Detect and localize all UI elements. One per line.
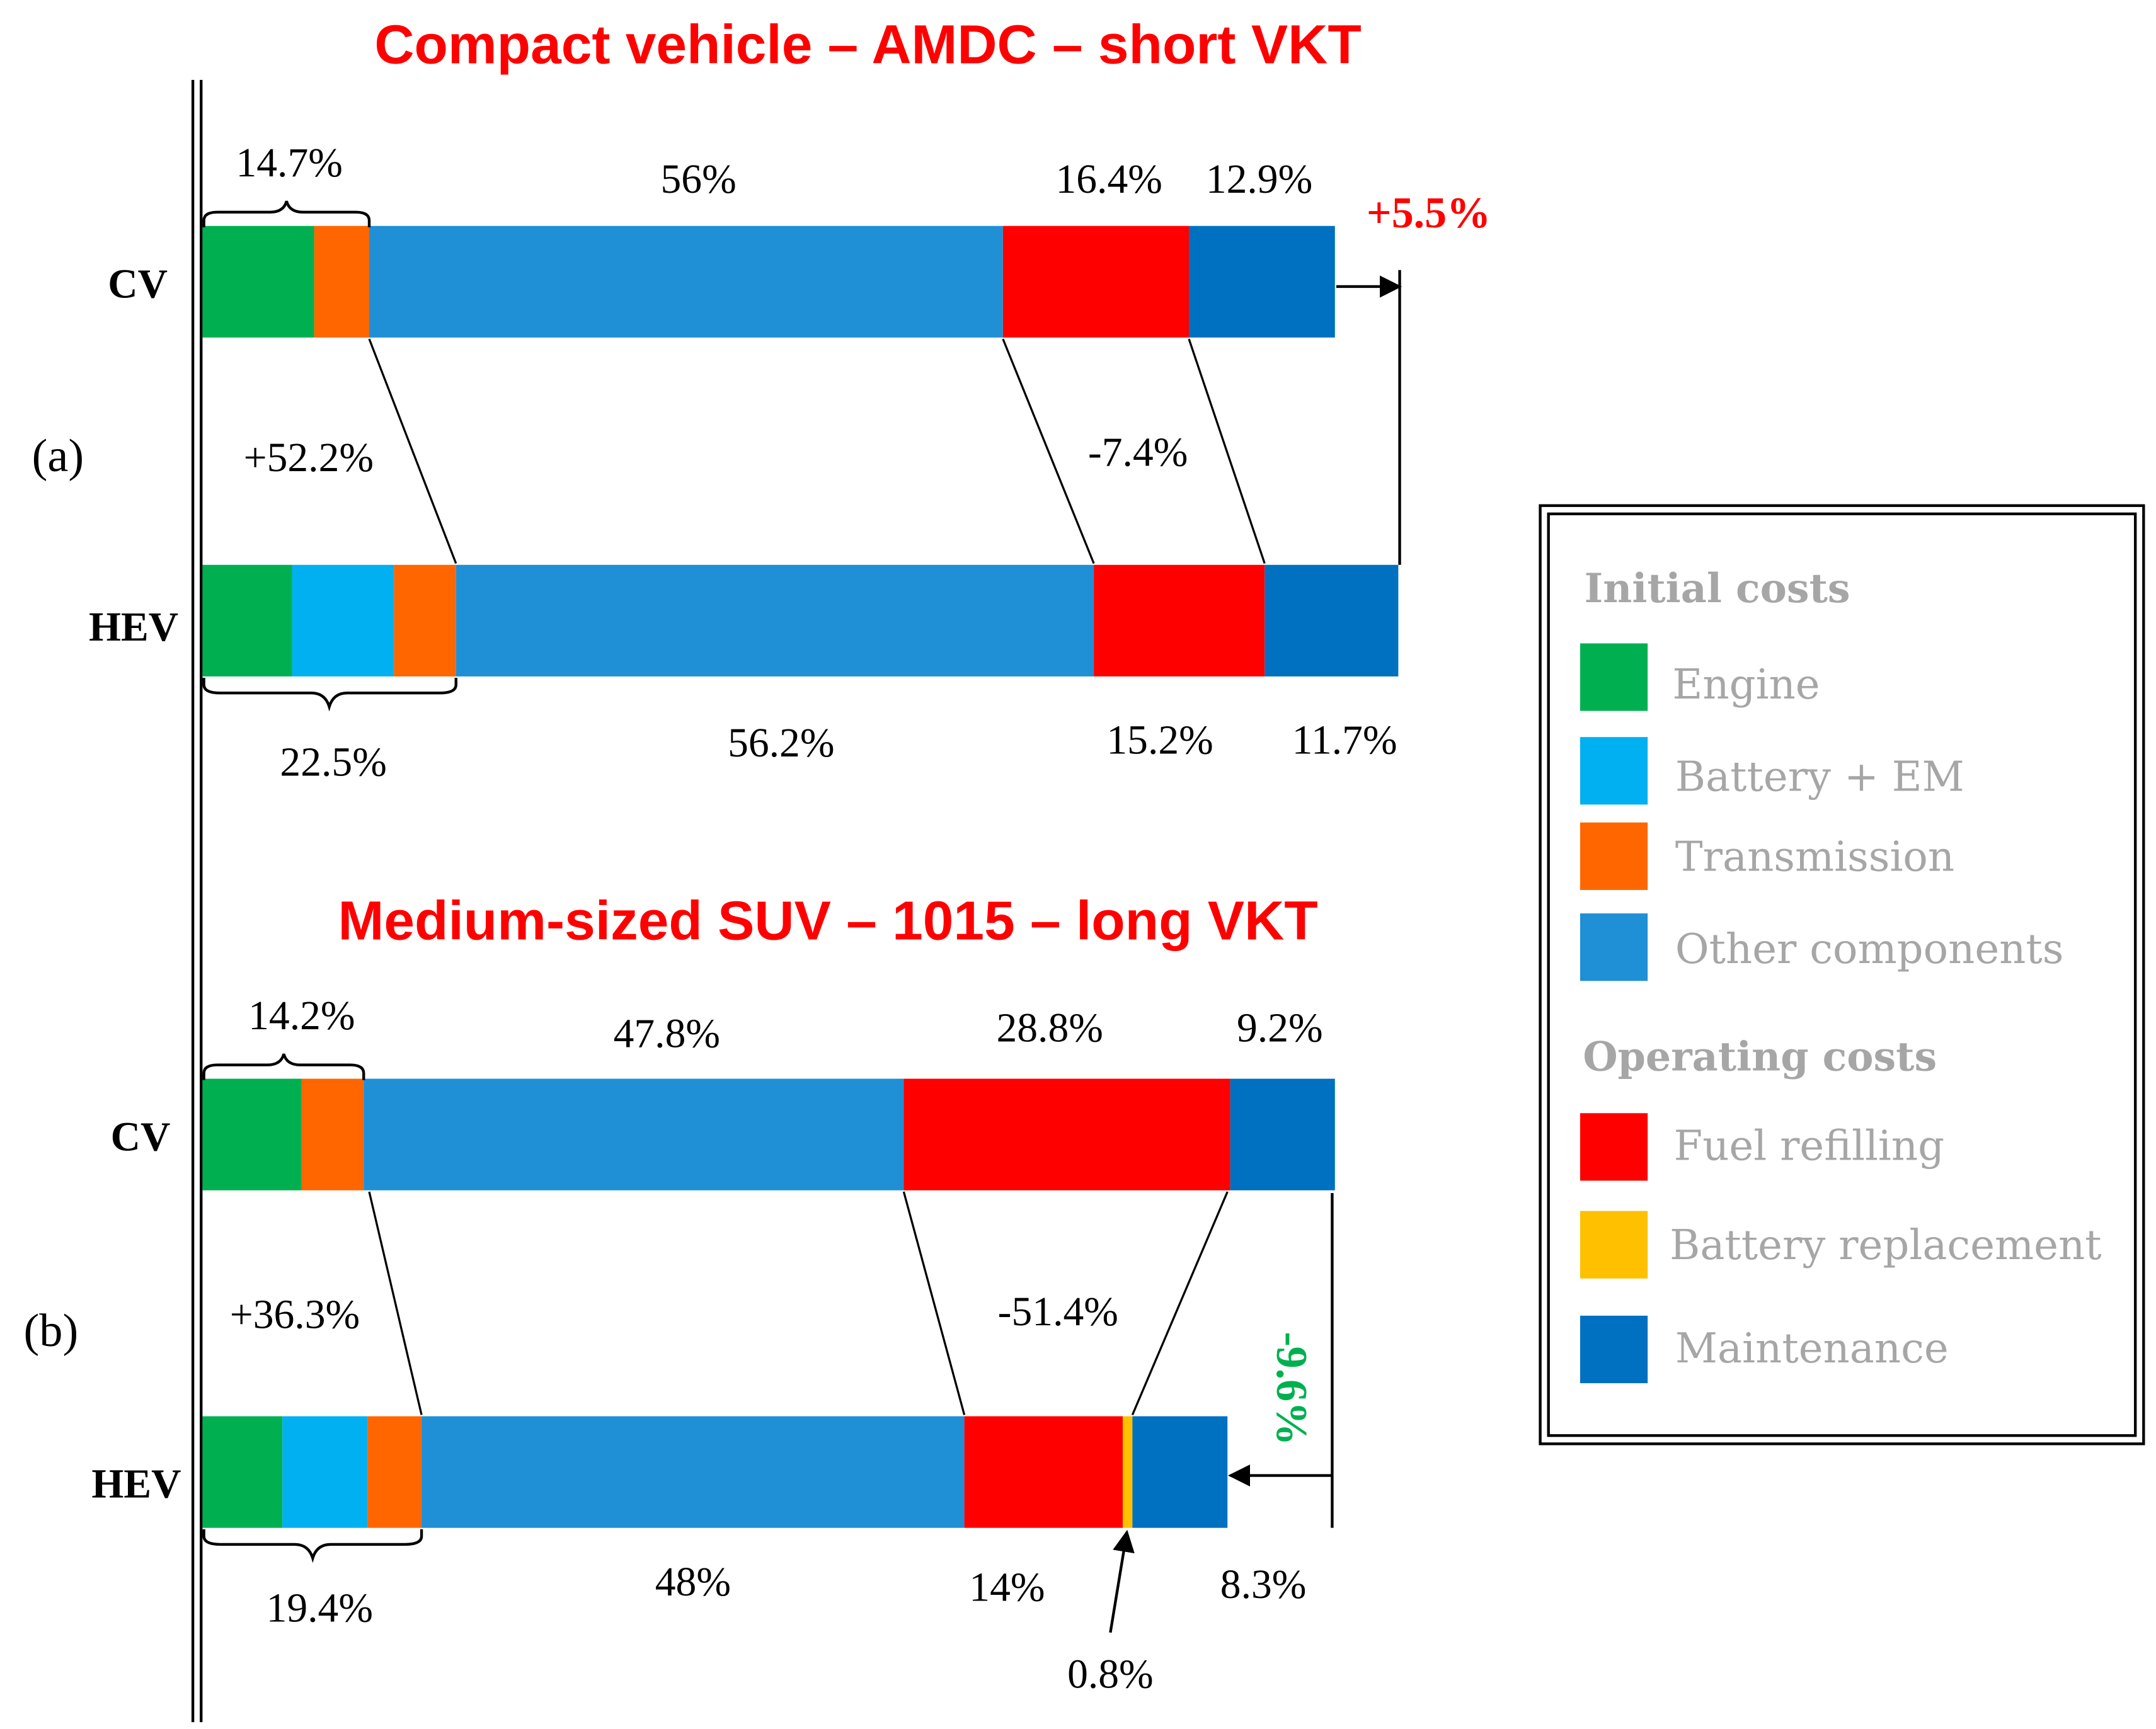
legend-label-engine: Engine	[1673, 661, 1820, 709]
panel-a-initial-change-label: +52.2%	[244, 435, 374, 481]
panel-a-cv-fuel-label: 16.4%	[1055, 157, 1162, 202]
panel-a-cv-maintenance-label: 12.9%	[1206, 157, 1312, 202]
panel-a-cv-engine-segment	[202, 225, 314, 338]
panel-b-cv-other-segment	[364, 1078, 904, 1190]
panel-b-title: Medium-sized SUV – 1015 – long VKT	[338, 890, 1318, 952]
panel-b-hev-transmission-segment	[367, 1416, 422, 1528]
panel-b-hev-initial-brace	[202, 1529, 423, 1563]
legend-label-maintenance: Maintenance	[1675, 1325, 1949, 1372]
legend-frame-inner	[1547, 512, 2137, 1437]
panel-a-hev-transmission-segment	[394, 564, 456, 676]
panel-a-hev-initial-brace	[202, 678, 457, 712]
panel-a-hev-fuel-segment	[1094, 564, 1265, 676]
legend-swatch-battery-em	[1580, 737, 1648, 805]
panel-b-cv-maintenance-label: 9.2%	[1237, 1006, 1323, 1051]
panel-a-fuel-left-connector	[1002, 338, 1095, 564]
legend-label-other-components: Other components	[1675, 925, 2064, 973]
legend-swatch-engine	[1580, 643, 1648, 711]
panel-b-cv-transmission-segment	[301, 1078, 364, 1190]
panel-a-title: Compact vehicle – AMDC – short VKT	[374, 14, 1361, 76]
panel-b-hev-fuel-label: 14%	[969, 1565, 1045, 1611]
legend-swatch-fuel-refilling	[1580, 1113, 1648, 1181]
panel-b-cv-initial-brace	[202, 1053, 365, 1080]
legend-swatch-maintenance	[1580, 1315, 1648, 1383]
panel-b-fuel-left-connector	[902, 1191, 966, 1415]
panel-a-hev-fuel-label: 15.2%	[1106, 717, 1213, 763]
panel-a-fuel-change-label: -7.4%	[1088, 430, 1188, 475]
panel-b-cv-row-label: CV	[111, 1114, 171, 1160]
panel-b-hev-maintenance-segment	[1132, 1416, 1228, 1528]
panel-a-cv-fuel-segment	[1002, 225, 1190, 338]
legend-swatch-transmission	[1580, 822, 1648, 890]
panel-b-cv-maintenance-segment	[1230, 1078, 1335, 1190]
panel-a-initial-connector	[368, 338, 457, 564]
panel-b-label: (b)	[24, 1305, 79, 1357]
panel-b-battery-replacement-pointer	[1109, 1529, 1135, 1633]
panel-a-hev-other-segment	[456, 564, 1094, 676]
panel-b-hev-maintenance-label: 8.3%	[1220, 1562, 1307, 1607]
legend: Initial costs Engine Battery + EM Transm…	[1539, 504, 2145, 1446]
panel-b-hev-fuel-segment	[964, 1416, 1123, 1528]
panel-b-cv-other-label: 47.8%	[614, 1011, 720, 1056]
panel-b-hev-battery-replacement-segment	[1123, 1416, 1133, 1528]
panel-a-fuel-right-connector	[1188, 338, 1266, 564]
panel-a-hev-maintenance-segment	[1264, 564, 1399, 676]
panel-a-hev-maintenance-label: 11.7%	[1292, 717, 1397, 763]
panel-a-cv-maintenance-segment	[1189, 225, 1335, 338]
panel-b-hev-other-label: 48%	[655, 1560, 731, 1605]
panel-b-hev-row-label: HEV	[91, 1462, 181, 1507]
panel-a-cv-initial-brace	[202, 200, 371, 227]
panel-a-hev-row-label: HEV	[89, 605, 178, 650]
legend-initial-costs-heading: Initial costs	[1585, 564, 1850, 612]
panel-b-hev-initial-label: 19.4%	[267, 1585, 373, 1631]
panel-a-label: (a)	[32, 430, 84, 482]
panel-b-initial-connector	[368, 1191, 423, 1415]
panel-a-cv-initial-label: 14.7%	[236, 140, 342, 186]
panel-a-cv-transmission-segment	[314, 225, 370, 338]
legend-operating-costs-heading: Operating costs	[1583, 1032, 1937, 1080]
legend-swatch-battery-replacement	[1580, 1211, 1648, 1279]
panel-a-cv-other-segment	[369, 225, 1003, 338]
panel-a-hev-initial-label: 22.5%	[280, 739, 386, 785]
panel-b-fuel-right-connector	[1131, 1191, 1229, 1415]
panel-a-hev-engine-segment	[202, 564, 292, 676]
legend-label-battery-replacement: Battery replacement	[1670, 1221, 2101, 1269]
panel-b-hev-engine-segment	[202, 1416, 283, 1528]
panel-b-cv-fuel-segment	[903, 1078, 1230, 1190]
legend-label-transmission: Transmission	[1675, 833, 1954, 881]
panel-b-cv-engine-segment	[202, 1078, 302, 1190]
panel-a-hev-battery-em-segment	[292, 564, 394, 676]
panel-b-hev-other-segment	[421, 1416, 965, 1528]
panel-a-total-change-label: +5.5%	[1367, 189, 1491, 237]
legend-swatch-other-components	[1580, 913, 1648, 981]
panel-a-cv-other-label: 56%	[660, 157, 736, 202]
panel-b-cv-initial-label: 14.2%	[248, 993, 355, 1039]
legend-label-battery-em: Battery + EM	[1675, 753, 1964, 801]
panel-b-initial-change-label: +36.3%	[230, 1292, 360, 1338]
panel-a-cv-row-label: CV	[108, 261, 168, 307]
panel-b-hev-battery-replacement-label: 0.8%	[1067, 1652, 1154, 1697]
panel-b-cv-fuel-label: 28.8%	[996, 1006, 1103, 1051]
panel-b-fuel-change-label: -51.4%	[998, 1289, 1118, 1335]
panel-b-total-change-label: -9.6%	[1267, 1332, 1316, 1446]
panel-a-hev-other-label: 56.2%	[728, 721, 834, 766]
legend-label-fuel-refilling: Fuel refilling	[1674, 1122, 1944, 1170]
panel-b-hev-battery-em-segment	[282, 1416, 368, 1528]
